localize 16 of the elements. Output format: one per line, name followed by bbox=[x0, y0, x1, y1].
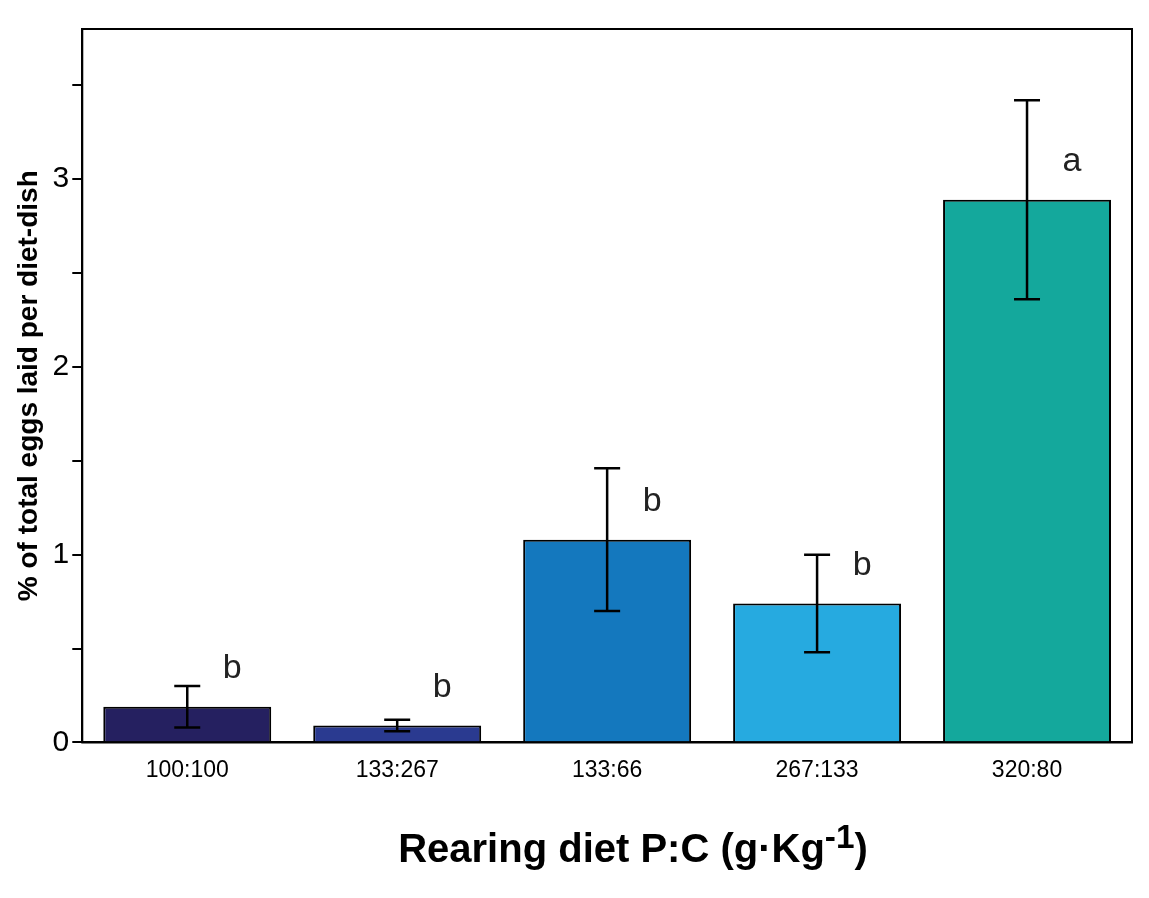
x-tick-label: 133:66 bbox=[571, 755, 643, 782]
x-tick-label: 267:133 bbox=[775, 755, 859, 782]
annotation: b bbox=[432, 665, 452, 704]
x-tick-label: 320:80 bbox=[991, 755, 1063, 782]
annotation: b bbox=[642, 480, 662, 519]
x-tick-label: 100:100 bbox=[145, 755, 229, 782]
y-tick-label: 3 bbox=[52, 160, 70, 194]
annotation: a bbox=[1062, 140, 1082, 179]
annotation: b bbox=[852, 543, 872, 582]
y-tick-label: 1 bbox=[52, 535, 70, 569]
y-axis-title: % of total eggs laid per diet-dish bbox=[11, 170, 43, 602]
x-tick-label: 133:267 bbox=[355, 755, 439, 782]
y-tick-label: 2 bbox=[52, 348, 70, 382]
x-axis-title: Rearing diet P:C (g·Kg$^{-1}$) bbox=[397, 818, 869, 872]
y-tick-label: 0 bbox=[52, 723, 70, 757]
annotation: b bbox=[222, 647, 242, 686]
